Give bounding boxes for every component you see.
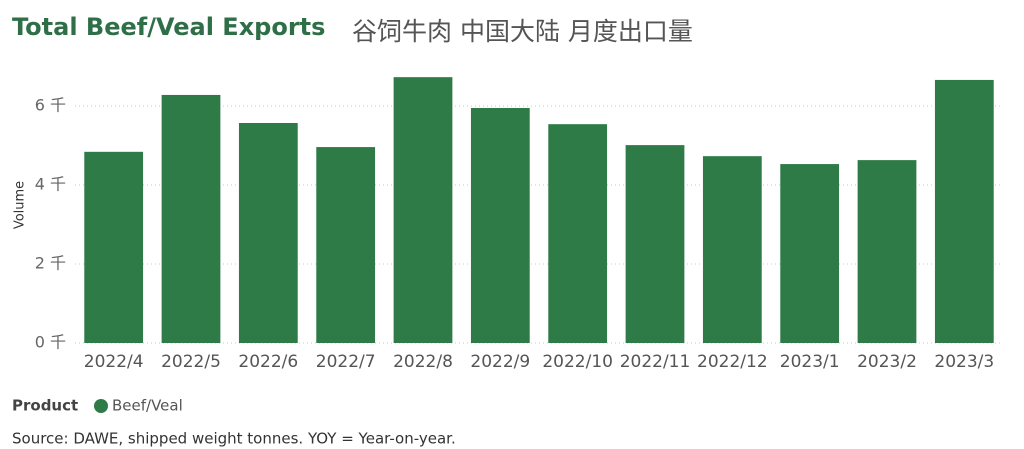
bar	[161, 94, 221, 343]
bar	[316, 147, 376, 343]
x-tick-label: 2023/3	[934, 352, 994, 372]
bar	[238, 122, 298, 343]
chart-title: Total Beef/Veal Exports	[12, 13, 325, 41]
bar	[780, 164, 840, 343]
x-tick-label: 2023/2	[857, 352, 917, 372]
x-tick-label: 2022/7	[316, 352, 376, 372]
bar	[393, 77, 453, 343]
x-tick-label: 2022/10	[542, 352, 613, 372]
legend-marker	[94, 399, 108, 413]
x-tick-label: 2022/9	[470, 352, 530, 372]
y-axis-title: Volume	[13, 181, 28, 229]
bar	[470, 107, 530, 343]
bar	[84, 151, 144, 343]
x-tick-label: 2022/12	[697, 352, 768, 372]
y-tick-label: 0 千	[35, 333, 66, 352]
legend-title: Product	[12, 397, 78, 415]
x-tick-label: 2022/4	[84, 352, 144, 372]
x-tick-label: 2022/11	[620, 352, 691, 372]
y-tick-label: 4 千	[35, 175, 66, 194]
y-tick-label: 2 千	[35, 254, 66, 273]
bar	[934, 79, 994, 344]
chart-subtitle: 谷饲牛肉 中国大陆 月度出口量	[352, 17, 693, 46]
bar	[625, 145, 685, 343]
x-tick-label: 2022/8	[393, 352, 453, 372]
bar	[702, 156, 762, 343]
bar	[548, 124, 608, 343]
bar	[857, 160, 917, 343]
footnote: Source: DAWE, shipped weight tonnes. YOY…	[12, 430, 456, 448]
x-tick-label: 2023/1	[780, 352, 840, 372]
x-tick-label: 2022/6	[238, 352, 298, 372]
legend-label: Beef/Veal	[112, 397, 183, 415]
x-tick-label: 2022/5	[161, 352, 221, 372]
y-tick-label: 6 千	[35, 96, 66, 115]
